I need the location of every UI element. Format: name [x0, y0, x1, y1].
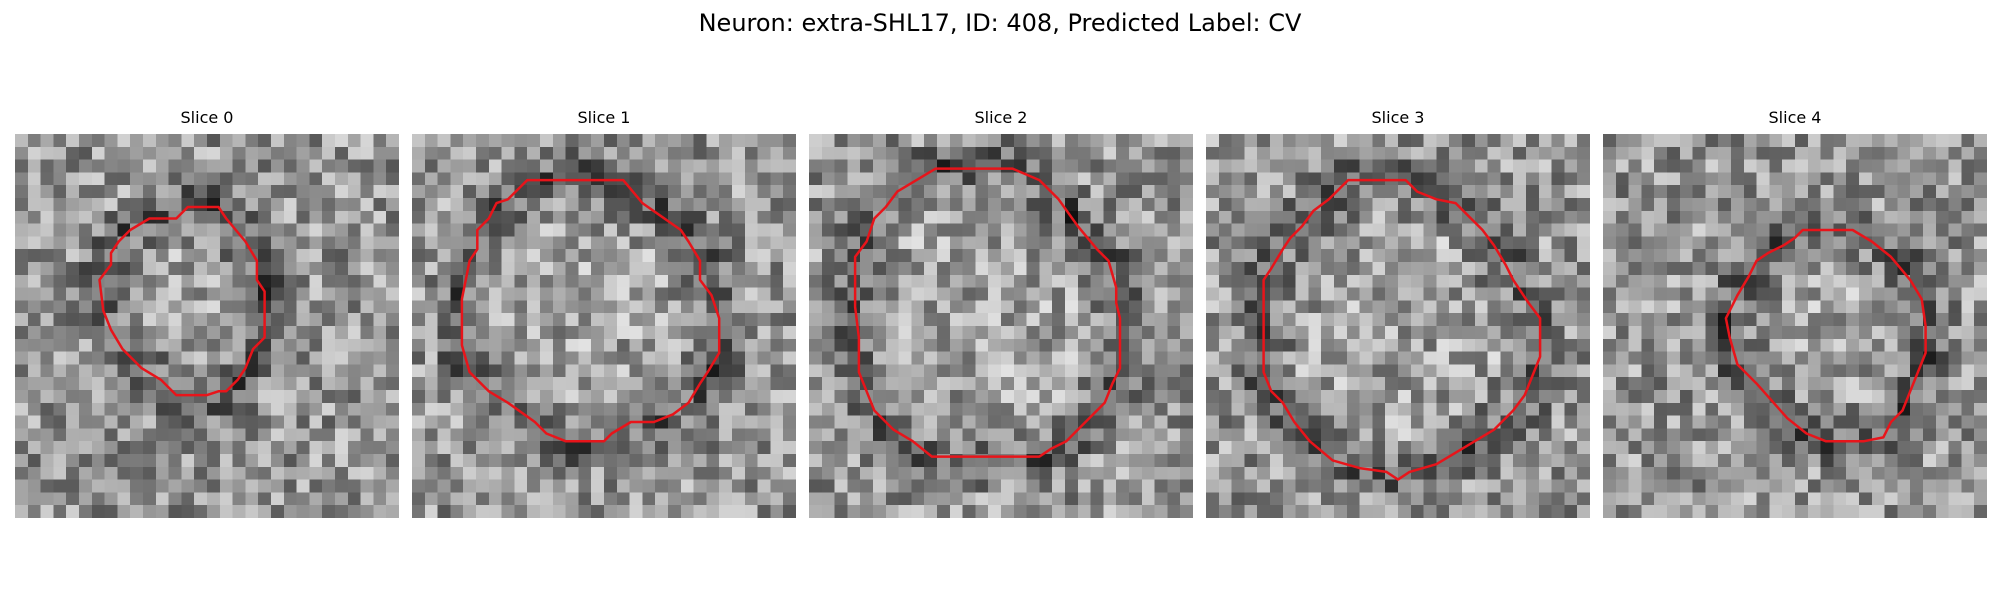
panel-slice-0: Slice 0 — [15, 108, 399, 518]
roi-contour-overlay — [98, 205, 266, 397]
roi-contour — [98, 205, 266, 397]
micrograph-image — [15, 134, 399, 518]
roi-contour — [1262, 178, 1542, 481]
roi-contour — [460, 178, 721, 443]
micrograph-canvas — [15, 134, 399, 518]
roi-contour — [853, 167, 1122, 458]
panel-title: Slice 2 — [974, 108, 1028, 127]
micrograph-image — [412, 134, 796, 518]
micrograph-image — [1206, 134, 1590, 518]
micrograph-image — [1603, 134, 1987, 518]
figure-title: Neuron: extra-SHL17, ID: 408, Predicted … — [698, 9, 1302, 37]
micrograph-image — [809, 134, 1193, 518]
panel-slice-4: Slice 4 — [1603, 108, 1987, 518]
micrograph-canvas — [1206, 134, 1590, 518]
panel-title: Slice 0 — [180, 108, 234, 127]
micrograph-canvas — [412, 134, 796, 518]
micrograph-canvas — [809, 134, 1193, 518]
roi-contour-overlay — [460, 178, 721, 443]
roi-contour-overlay — [1724, 228, 1927, 443]
roi-contour-overlay — [1262, 178, 1542, 481]
panel-title: Slice 3 — [1371, 108, 1425, 127]
panel-slice-2: Slice 2 — [809, 108, 1193, 518]
roi-contour — [1724, 228, 1927, 443]
panel-title: Slice 4 — [1768, 108, 1822, 127]
micrograph-canvas — [1603, 134, 1987, 518]
panel-slice-3: Slice 3 — [1206, 108, 1590, 518]
roi-contour-overlay — [853, 167, 1122, 458]
panel-slice-1: Slice 1 — [412, 108, 796, 518]
panel-title: Slice 1 — [577, 108, 631, 127]
